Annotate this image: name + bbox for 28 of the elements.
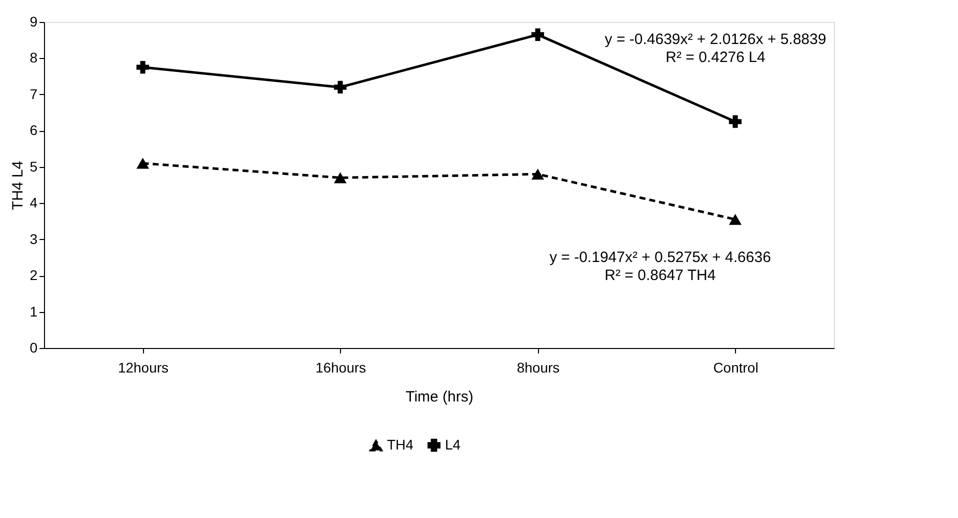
point (136, 60, 150, 74)
point (728, 115, 742, 128)
y-tick-label: 0 (30, 340, 38, 356)
y-tick-label: 5 (30, 158, 38, 174)
y-tick-label: 6 (30, 122, 38, 138)
point (334, 80, 347, 94)
point (531, 28, 544, 42)
y-tick-label: 3 (30, 230, 38, 247)
y-tick-label: 7 (30, 86, 38, 102)
x-tick-label: 12hours (118, 360, 169, 376)
legend-label: TH4 (387, 436, 414, 453)
x-tick-label: Control (713, 360, 758, 376)
y-tick-label: 9 (30, 14, 38, 30)
y-tick-label: 8 (30, 50, 38, 66)
x-tick-label: 8hours (516, 360, 560, 376)
point (531, 168, 544, 180)
y-tick-label: 1 (30, 303, 38, 320)
point (334, 172, 347, 184)
y-tick-label: 2 (30, 267, 38, 284)
x-tick-label: 16hours (315, 360, 366, 376)
point (728, 214, 742, 225)
legend-label: L4 (445, 436, 461, 452)
x-axis-title: Time (hrs) (406, 388, 474, 406)
annotation: y = -0.4639x² + 2.0126x + 5.8839 R² = 0.4276 L4 (604, 30, 826, 66)
y-axis-title: TH4 L4 (10, 160, 27, 210)
y-tick-label: 4 (30, 194, 38, 211)
point (136, 158, 150, 169)
annotation: y = -0.1947x² + 0.5275x + 4.6636 R² = 0.8647 TH4 (549, 249, 771, 284)
